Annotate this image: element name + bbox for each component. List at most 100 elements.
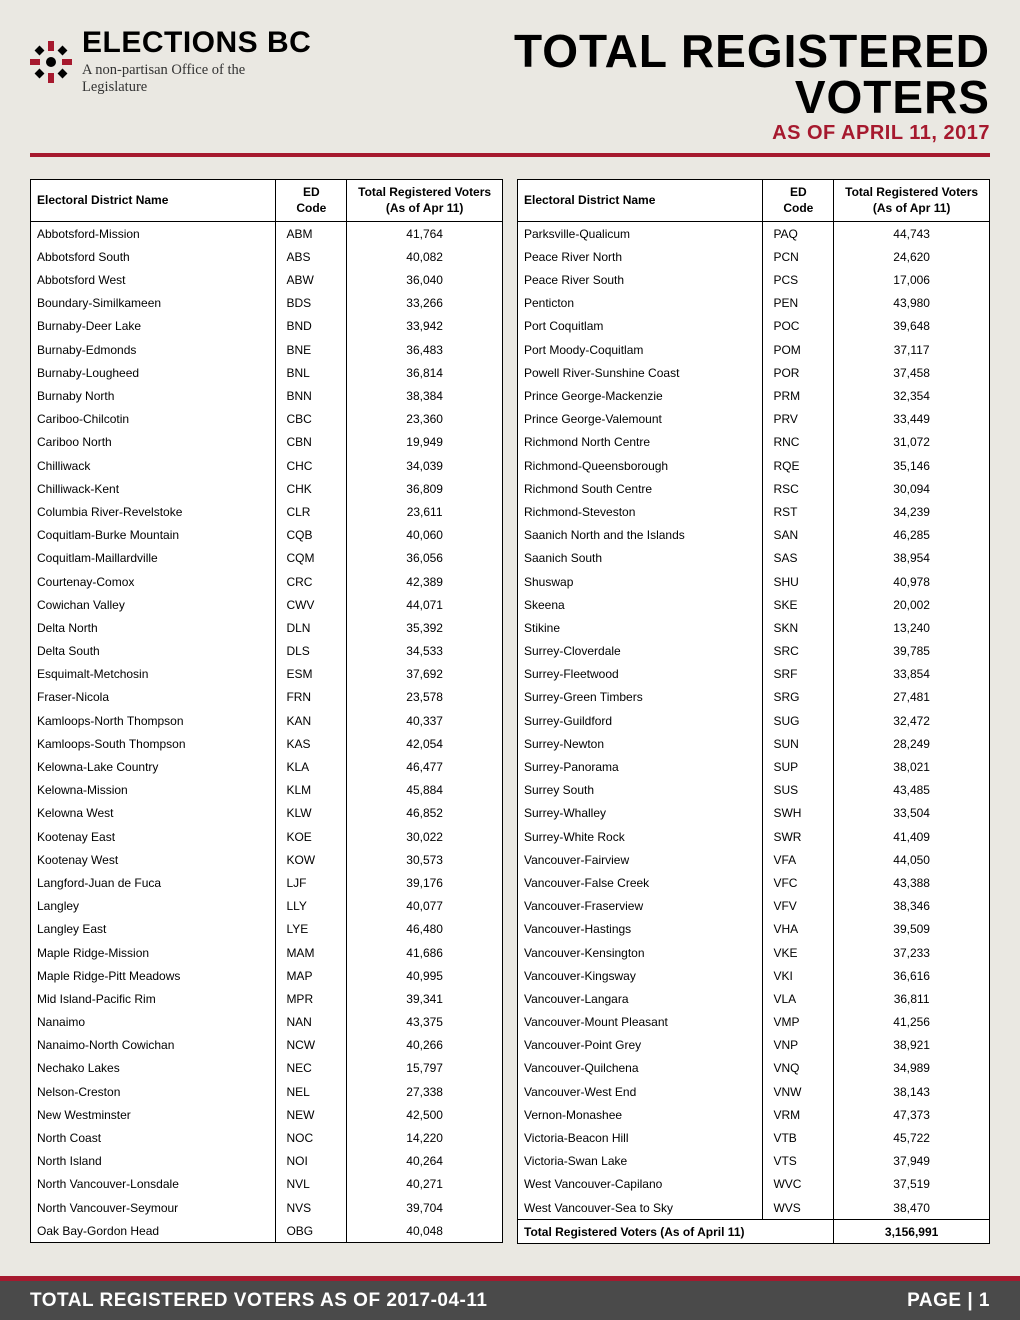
table-row: Kelowna-Lake CountryKLA46,477 — [31, 756, 503, 779]
table-row: New WestminsterNEW42,500 — [31, 1103, 503, 1126]
table-row: Burnaby-LougheedBNL36,814 — [31, 361, 503, 384]
district-voters: 20,002 — [834, 593, 990, 616]
header: ELECTIONS BC A non-partisan Office of th… — [30, 28, 990, 145]
table-row: Surrey-WhalleySWH33,504 — [518, 802, 990, 825]
district-voters: 24,620 — [834, 245, 990, 268]
district-voters: 44,050 — [834, 848, 990, 871]
col-header-voters: Total Registered Voters(As of Apr 11) — [834, 180, 990, 222]
district-voters: 36,814 — [347, 361, 503, 384]
district-voters: 33,942 — [347, 315, 503, 338]
district-code: PCS — [763, 269, 834, 292]
table-row: Abbotsford SouthABS40,082 — [31, 245, 503, 268]
district-code: LJF — [276, 871, 347, 894]
district-name: Vancouver-West End — [518, 1080, 763, 1103]
district-name: Vancouver-Kingsway — [518, 964, 763, 987]
district-name: Cowichan Valley — [31, 593, 276, 616]
district-name: Surrey-Fleetwood — [518, 663, 763, 686]
district-name: Maple Ridge-Pitt Meadows — [31, 964, 276, 987]
district-code: BDS — [276, 292, 347, 315]
district-code: VHA — [763, 918, 834, 941]
district-voters: 31,072 — [834, 431, 990, 454]
district-voters: 40,048 — [347, 1219, 503, 1243]
table-row: Surrey-Green TimbersSRG27,481 — [518, 686, 990, 709]
district-name: Kelowna West — [31, 802, 276, 825]
district-voters: 15,797 — [347, 1057, 503, 1080]
district-code: CBC — [276, 408, 347, 431]
district-code: VLA — [763, 987, 834, 1010]
district-code: NOI — [276, 1150, 347, 1173]
district-name: Port Coquitlam — [518, 315, 763, 338]
col-header-name: Electoral District Name — [518, 180, 763, 222]
table-row: Surrey-White RockSWR41,409 — [518, 825, 990, 848]
district-code: SAS — [763, 547, 834, 570]
table-row: North Vancouver-LonsdaleNVL40,271 — [31, 1173, 503, 1196]
district-code: VFC — [763, 871, 834, 894]
district-code: NVS — [276, 1196, 347, 1219]
district-voters: 42,389 — [347, 570, 503, 593]
district-code: VFV — [763, 895, 834, 918]
district-name: Prince George-Mackenzie — [518, 385, 763, 408]
district-name: Surrey-White Rock — [518, 825, 763, 848]
district-code: SUG — [763, 709, 834, 732]
district-code: OBG — [276, 1219, 347, 1243]
district-voters: 37,458 — [834, 361, 990, 384]
district-name: Coquitlam-Burke Mountain — [31, 524, 276, 547]
district-code: PRM — [763, 385, 834, 408]
district-code: ABM — [276, 222, 347, 246]
table-row: North IslandNOI40,264 — [31, 1150, 503, 1173]
table-row: Vancouver-Mount PleasantVMP41,256 — [518, 1011, 990, 1034]
district-code: NEW — [276, 1103, 347, 1126]
district-code: RST — [763, 500, 834, 523]
district-name: Langley — [31, 895, 276, 918]
district-code: KLA — [276, 756, 347, 779]
table-row: Maple Ridge-MissionMAM41,686 — [31, 941, 503, 964]
table-row: North Vancouver-SeymourNVS39,704 — [31, 1196, 503, 1219]
district-voters: 37,692 — [347, 663, 503, 686]
district-code: PRV — [763, 408, 834, 431]
table-row: Vancouver-Point GreyVNP38,921 — [518, 1034, 990, 1057]
district-voters: 37,519 — [834, 1173, 990, 1196]
district-voters: 37,233 — [834, 941, 990, 964]
district-code: KAS — [276, 732, 347, 755]
district-name: Surrey-Panorama — [518, 756, 763, 779]
table-row: Port Moody-CoquitlamPOM37,117 — [518, 338, 990, 361]
table-row: Richmond-QueensboroughRQE35,146 — [518, 454, 990, 477]
districts-table-right: Electoral District Name EDCode Total Reg… — [517, 179, 990, 1244]
district-name: Surrey-Green Timbers — [518, 686, 763, 709]
district-name: New Westminster — [31, 1103, 276, 1126]
district-voters: 39,704 — [347, 1196, 503, 1219]
district-voters: 33,266 — [347, 292, 503, 315]
table-row: Cowichan ValleyCWV44,071 — [31, 593, 503, 616]
district-name: North Island — [31, 1150, 276, 1173]
district-voters: 43,388 — [834, 871, 990, 894]
district-voters: 45,884 — [347, 779, 503, 802]
page-title: TOTAL REGISTERED VOTERS — [311, 28, 990, 120]
district-code: SUP — [763, 756, 834, 779]
table-row: Vancouver-FairviewVFA44,050 — [518, 848, 990, 871]
district-name: Victoria-Beacon Hill — [518, 1127, 763, 1150]
district-code: KLM — [276, 779, 347, 802]
district-code: NOC — [276, 1127, 347, 1150]
district-name: Nelson-Creston — [31, 1080, 276, 1103]
total-value: 3,156,991 — [834, 1220, 990, 1244]
table-row: Prince George-MackenziePRM32,354 — [518, 385, 990, 408]
table-row: Parksville-QualicumPAQ44,743 — [518, 222, 990, 246]
district-code: LLY — [276, 895, 347, 918]
table-row: PentictonPEN43,980 — [518, 292, 990, 315]
district-voters: 39,785 — [834, 640, 990, 663]
district-voters: 43,375 — [347, 1011, 503, 1034]
district-name: Victoria-Swan Lake — [518, 1150, 763, 1173]
district-name: Langley East — [31, 918, 276, 941]
district-voters: 36,040 — [347, 269, 503, 292]
table-row: West Vancouver-CapilanoWVC37,519 — [518, 1173, 990, 1196]
table-row: North CoastNOC14,220 — [31, 1127, 503, 1150]
district-code: KLW — [276, 802, 347, 825]
district-voters: 43,485 — [834, 779, 990, 802]
table-row: NanaimoNAN43,375 — [31, 1011, 503, 1034]
district-name: Vancouver-Fairview — [518, 848, 763, 871]
district-name: Skeena — [518, 593, 763, 616]
table-row: Esquimalt-MetchosinESM37,692 — [31, 663, 503, 686]
table-row: Abbotsford-MissionABM41,764 — [31, 222, 503, 246]
district-voters: 23,611 — [347, 500, 503, 523]
table-row: Coquitlam-MaillardvilleCQM36,056 — [31, 547, 503, 570]
